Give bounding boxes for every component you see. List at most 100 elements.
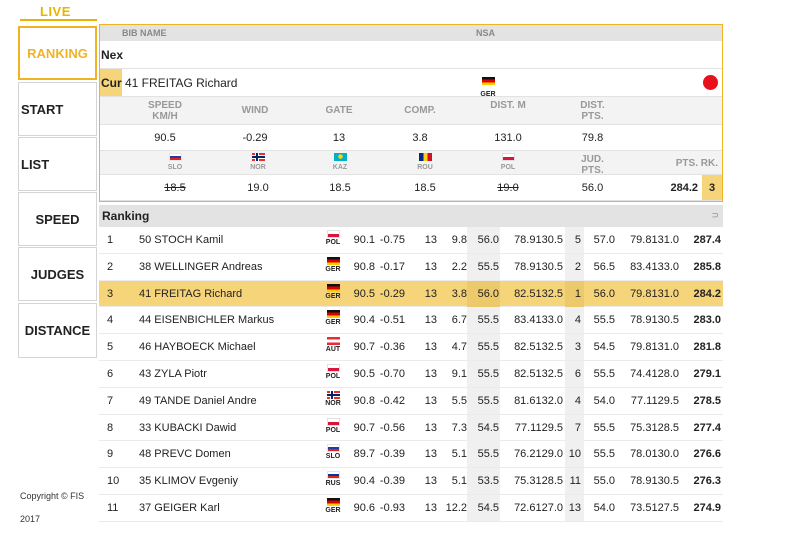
table-row[interactable]: 8 33 KUBACKI Dawid 90.7 -0.56 13 7.3 54.5 77.11… [99,414,723,442]
cell-c: 4 [574,394,581,407]
refresh-icon[interactable]: ⊃ [711,210,719,220]
judge-2-code: NOR [250,164,266,171]
table-row[interactable]: 9 48 PREVC Domen 89.7 -0.39 13 5.1 55.5 76.2129… [99,441,723,469]
column-stripe [467,468,500,495]
cell-e: 78.0130.0 [630,448,679,461]
cell-comp: 3.8 [451,287,467,300]
nsa-code: GER [325,292,341,300]
flag-pol-icon [326,363,340,372]
table-row[interactable]: 1 50 STOCH Kamil 90.1 -0.75 13 9.8 56.0 78.9130… [99,227,723,254]
pts-rk-label: PTS. RK. [675,158,718,169]
table-row[interactable]: 6 43 ZYLA Piotr 90.5 -0.70 13 9.1 55.5 82.5132.… [99,360,723,388]
cell-gate: 13 [424,260,437,273]
cell-rk: 3 [107,287,114,300]
table-row[interactable]: 3 41 FREITAG Richard 90.5 -0.29 13 3.8 56.0 82.… [99,280,723,308]
comp-label: COMP. [404,105,436,116]
cell-a: 55.5 [477,448,499,461]
cell-a: 56.0 [477,287,499,300]
current-jumper-name: 41 FREITAG Richard [125,76,238,90]
cell-e: 79.8131.0 [630,234,679,246]
table-row[interactable]: 11 37 GEIGER Karl 90.6 -0.93 13 12.2 54.5 72.61… [99,494,723,522]
cell-bib-name: 46 HAYBOECK Michael [139,341,256,354]
cell-e: 83.4133.0 [630,260,679,273]
column-stripe [467,441,500,468]
cell-comp: 5.5 [451,394,467,407]
cell-wind: -0.17 [379,260,405,273]
cell-b: 78.9130.5 [514,234,563,246]
judge-4-score: 18.5 [414,182,436,194]
cell-c: 2 [574,260,581,273]
nsa-code: POL [325,372,341,380]
nav-judges-button[interactable]: JUDGES [18,247,97,301]
nav-speed-label: SPEED [35,211,80,227]
table-row[interactable]: 5 46 HAYBOECK Michael 90.7 -0.36 13 4.7 55.5 82… [99,334,723,361]
cell-nsa: POL [323,230,343,246]
cell-bib-name: 50 STOCH Kamil [139,234,224,246]
flag-pol-icon [326,230,340,238]
table-row[interactable]: 10 35 KLIMOV Evgeniy 90.4 -0.39 13 5.1 53.5 75.… [99,468,723,495]
judge-1-score: 18.5 [164,182,186,194]
judge-2-nsa: NOR [238,153,278,173]
nav-list-button[interactable]: LIST [18,137,97,191]
cell-c: 4 [574,314,581,327]
cell-d: 55.5 [593,421,615,434]
cell-speed: 90.5 [353,367,375,380]
cell-speed: 90.8 [353,260,375,273]
cell-a: 55.5 [477,341,499,354]
judge-5-score: 19.0 [497,182,519,194]
cell-total: 284.2 [693,287,721,300]
flag-slo-icon [326,444,340,453]
column-stripe [467,253,500,280]
cell-bib-name: 48 PREVC Domen [139,448,231,461]
jud-pts-label: JUD. PTS. [581,154,604,176]
cell-total: 285.8 [693,260,721,273]
cell-b: 82.5132.5 [514,341,563,354]
cell-speed: 90.4 [353,314,375,327]
table-row[interactable]: 4 44 EISENBICHLER Markus 90.4 -0.51 13 6.7 55.… [99,307,723,335]
cell-c: 3 [574,341,581,354]
cell-d: 55.5 [593,314,615,327]
cell-speed: 90.1 [353,234,375,246]
cell-a: 55.5 [477,394,499,407]
cell-b: 75.3128.5 [514,475,563,488]
judge-4-nsa: ROU [405,153,445,173]
cell-d: 55.5 [593,448,615,461]
table-row[interactable]: 7 49 TANDE Daniel Andre 90.8 -0.42 13 5.5 55.5… [99,387,723,415]
cell-rk: 8 [107,421,114,434]
cell-a: 55.5 [477,367,499,380]
nav-speed-button[interactable]: SPEED [18,192,97,246]
nav-distance-button[interactable]: DISTANCE [18,303,97,358]
dist-pts-value: 79.8 [581,132,604,144]
flag-ger-icon [326,310,340,319]
cell-gate: 13 [424,234,437,246]
judge-5-nsa: POL [488,153,528,173]
cell-speed: 90.4 [353,475,375,488]
cell-rk: 11 [107,501,119,514]
column-stripe [565,227,584,253]
cell-rk: 5 [107,341,114,354]
cell-gate: 13 [424,287,437,300]
nav-start-label: START [21,101,64,117]
judge-4-code: ROU [417,164,433,171]
nav-start-button[interactable]: START [18,82,97,136]
cell-c: 6 [574,367,581,380]
cell-a: 54.5 [477,501,499,514]
nav-ranking-button[interactable]: RANKING [18,26,97,80]
flag-nor-icon [326,390,340,399]
flag-slo-icon [168,153,182,161]
ranking-table: 1 50 STOCH Kamil 90.1 -0.75 13 9.8 56.0 78.9130… [99,227,723,522]
cell-rk: 10 [107,475,120,488]
column-stripe [565,280,584,307]
cell-c: 7 [574,421,581,434]
cell-gate: 13 [424,501,437,514]
cell-b: 78.9130.5 [514,260,563,273]
cell-total: 279.1 [693,367,721,380]
column-stripe [565,307,584,334]
wind-value: -0.29 [242,132,268,144]
next-label: Nex [101,48,124,62]
table-row[interactable]: 2 38 WELLINGER Andreas 90.8 -0.17 13 2.2 55.5 7… [99,253,723,281]
nsa-code: AUT [325,346,341,354]
gate-value: 13 [332,132,346,144]
cell-bib-name: 49 TANDE Daniel Andre [139,394,257,407]
cell-e: 74.4128.0 [630,367,679,380]
